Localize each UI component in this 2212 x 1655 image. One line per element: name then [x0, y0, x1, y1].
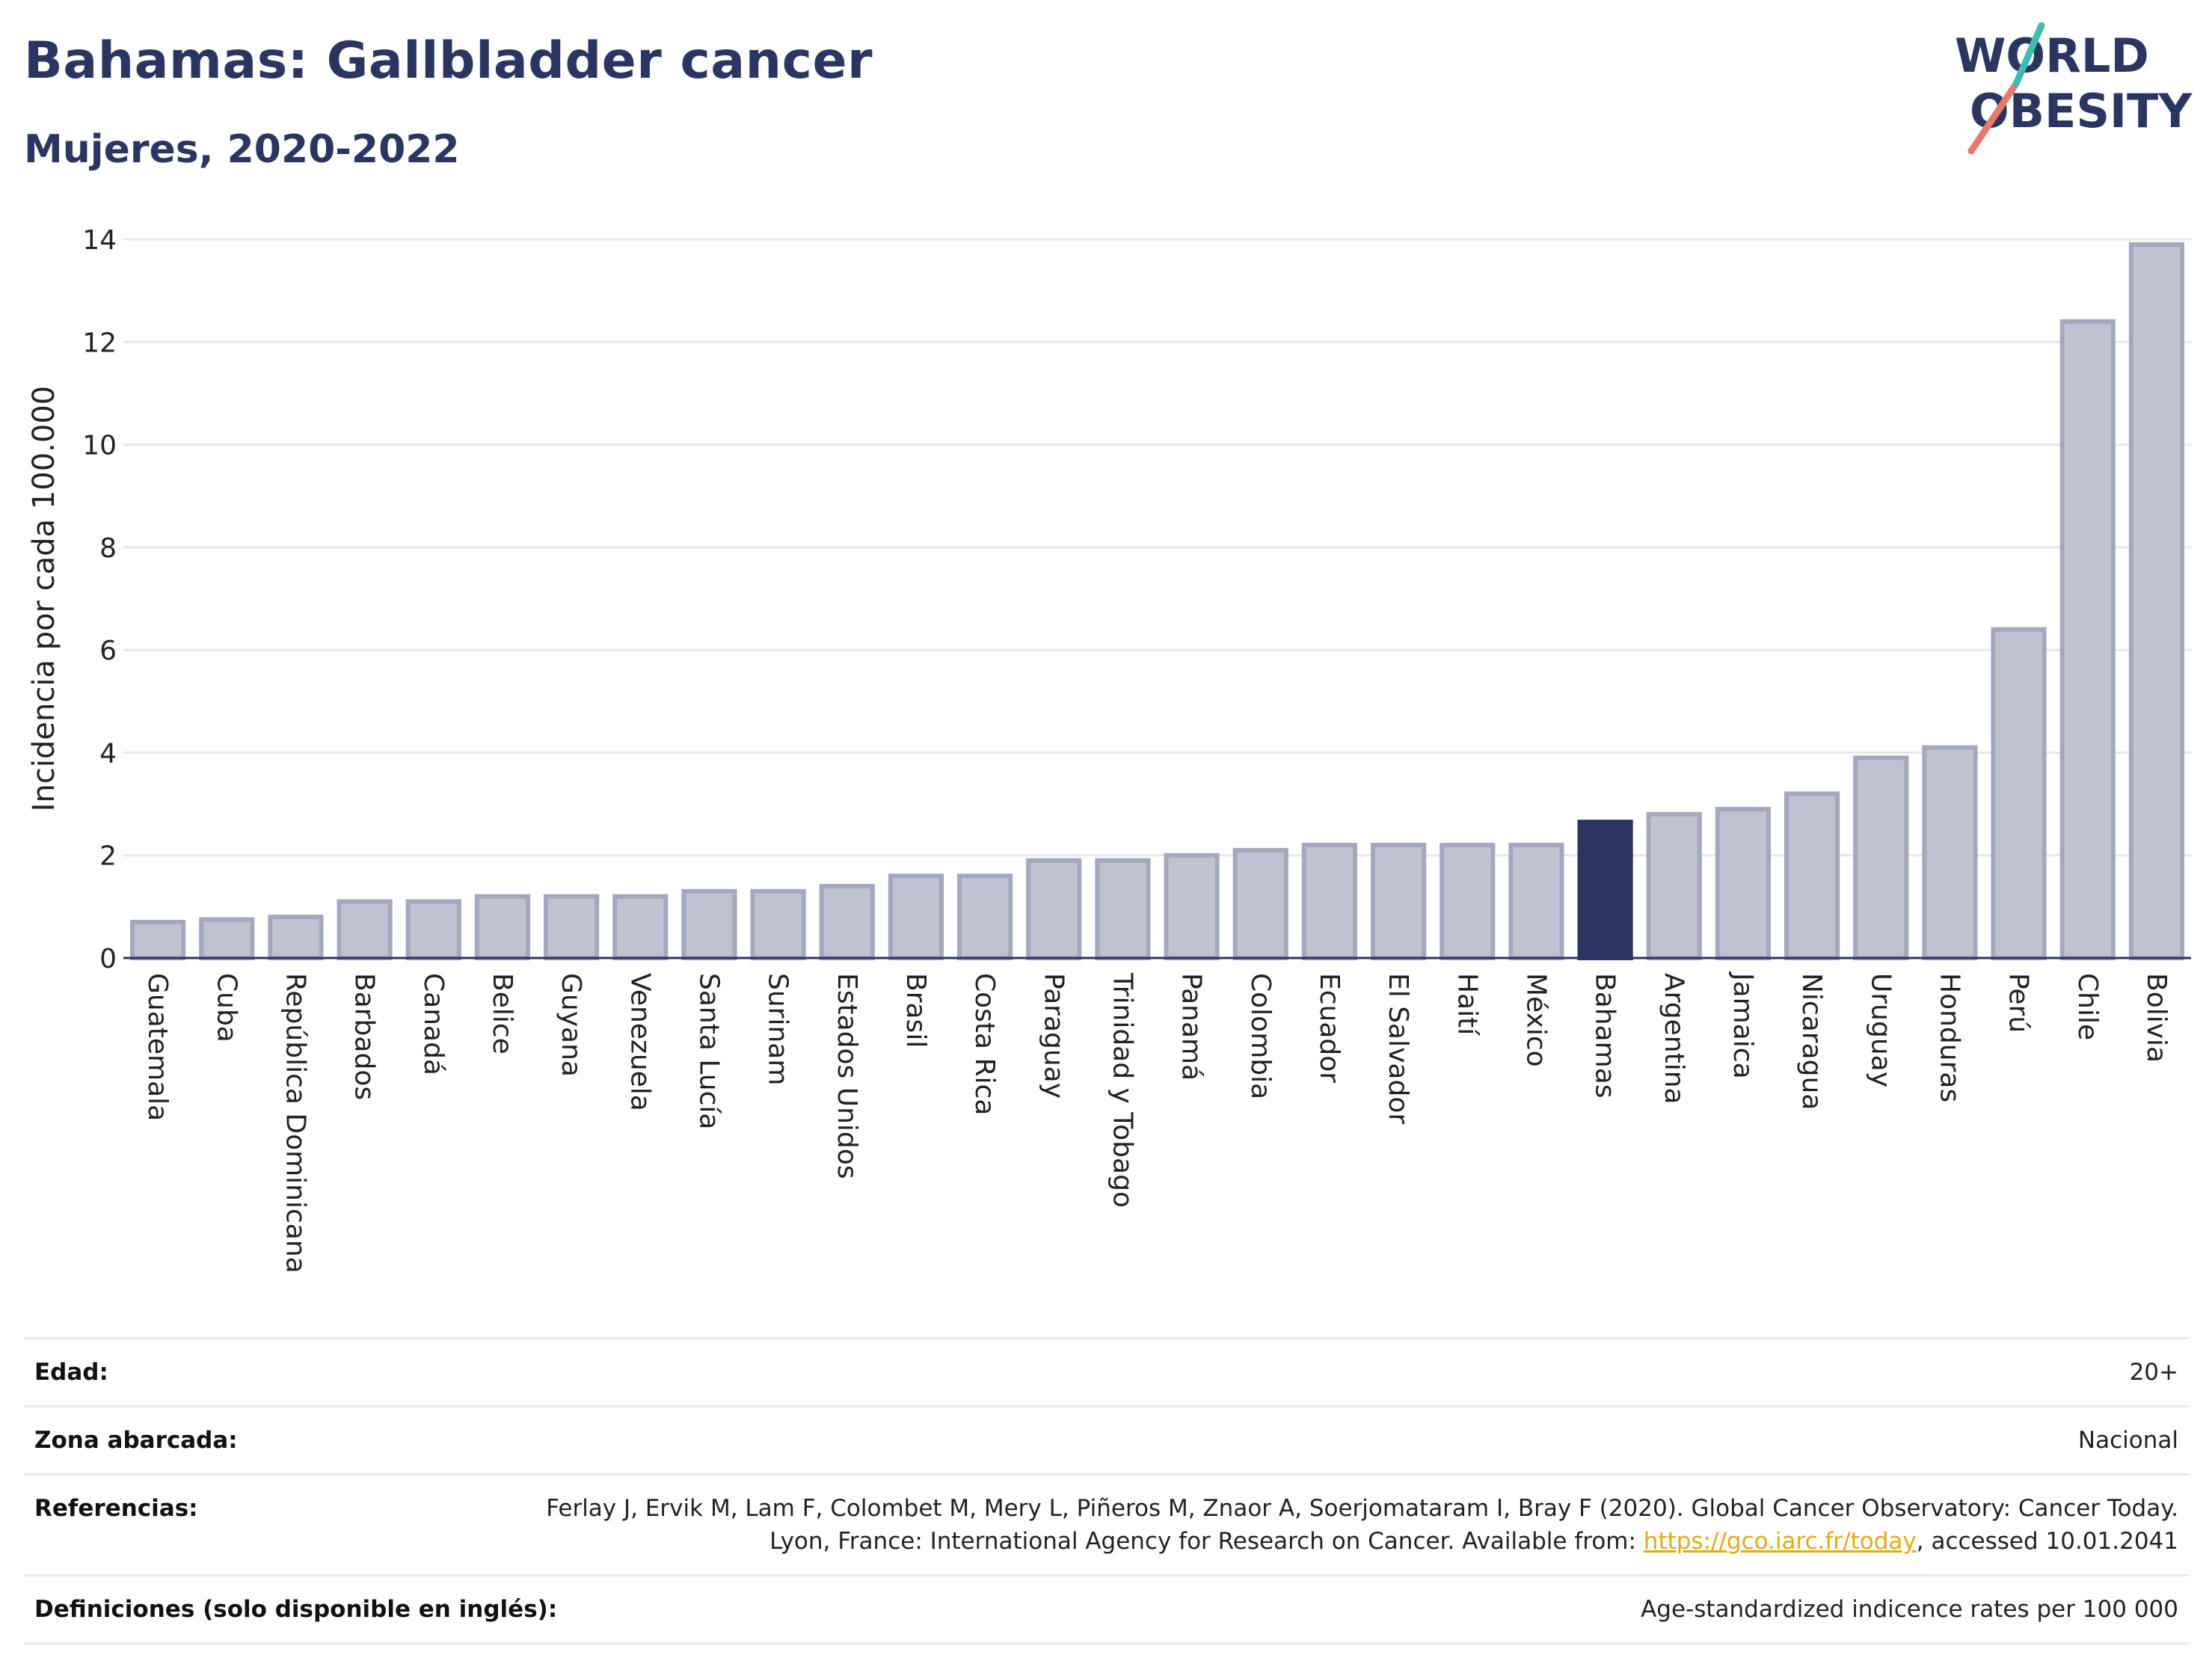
- bar-nicaragua: [1784, 791, 1840, 961]
- x-tick-label: Brasil: [900, 973, 931, 1048]
- bar-haití: [1440, 842, 1496, 960]
- bar-colombia: [1232, 847, 1288, 960]
- x-tick-label: México: [1520, 973, 1551, 1067]
- references-label: Referencias:: [34, 1495, 198, 1522]
- references-link[interactable]: https://gco.iarc.fr/today: [1643, 1528, 1917, 1555]
- zone-label: Zona abarcada:: [34, 1427, 238, 1454]
- y-tick-label: 14: [82, 225, 117, 256]
- bar-argentina: [1646, 811, 1702, 961]
- x-tick-label: El Salvador: [1383, 973, 1413, 1124]
- bar-paraguay: [1026, 858, 1082, 961]
- references-accessed: , accessed 10.01.2041: [1916, 1528, 2178, 1555]
- info-row-age: Edad: 20+: [24, 1337, 2189, 1405]
- bar-chart: 0 2 4 6 8 10 12 14 Guatemala Cuba República Domin…: [27, 225, 2191, 1274]
- bar-santa-lucía: [681, 888, 737, 960]
- x-tick-label: Honduras: [1934, 973, 1964, 1102]
- x-tick-label: Surinam: [763, 973, 793, 1085]
- x-tick-label: Nicaragua: [1796, 973, 1827, 1110]
- info-table: Edad: 20+ Zona abarcada: Nacional Refere…: [24, 1337, 2189, 1645]
- references-value: Ferlay J, Ervik M, Lam F, Colombet M, Me…: [533, 1492, 2178, 1558]
- x-tick-label: Panamá: [1176, 973, 1207, 1081]
- y-tick-label: 10: [82, 431, 117, 461]
- x-tick-label: Cuba: [211, 973, 242, 1043]
- x-tick-label: Colombia: [1245, 973, 1276, 1099]
- bar-costa-rica: [956, 873, 1013, 960]
- x-tick-label: Costa Rica: [969, 973, 1000, 1115]
- age-label: Edad:: [34, 1359, 108, 1386]
- y-tick-label: 12: [82, 328, 117, 358]
- x-tick-label: Venezuela: [624, 973, 655, 1111]
- x-tick-label: Perú: [2003, 973, 2034, 1033]
- logo-line1: WORLD: [1955, 28, 2149, 83]
- bar-canadá: [405, 899, 461, 960]
- page-title: Bahamas: Gallbladder cancer: [24, 31, 873, 90]
- x-tick-label: Bahamas: [1590, 973, 1620, 1099]
- info-row-zone: Zona abarcada: Nacional: [24, 1405, 2189, 1473]
- page-subtitle: Mujeres, 2020-2022: [24, 127, 460, 172]
- bar-méxico: [1508, 842, 1564, 960]
- bar-bolivia: [2128, 242, 2185, 961]
- bar-venezuela: [612, 894, 669, 960]
- bar-jamaica: [1715, 806, 1772, 960]
- bar-estados-unidos: [819, 883, 875, 961]
- definitions-label: Definiciones (solo disponible en inglés)…: [34, 1596, 558, 1623]
- age-value: 20+: [2129, 1359, 2178, 1386]
- x-tick-label: Barbados: [349, 973, 380, 1100]
- y-tick-label: 8: [99, 533, 117, 564]
- bar-guatemala: [129, 919, 186, 960]
- bar-ecuador: [1301, 842, 1358, 960]
- bars: [129, 242, 2185, 961]
- bar-barbados: [337, 899, 393, 960]
- y-axis-title: Incidencia por cada 100.000: [27, 386, 61, 812]
- x-tick-label: Canadá: [418, 973, 449, 1075]
- x-tick-label: Guyana: [556, 973, 586, 1077]
- x-tick-label: Guatemala: [142, 973, 173, 1121]
- x-tick-label: Santa Lucía: [693, 973, 724, 1129]
- y-tick-label: 0: [99, 944, 117, 974]
- bar-el-salvador: [1370, 842, 1427, 960]
- bar-perú: [1991, 627, 2047, 961]
- bar-chile: [2059, 319, 2116, 961]
- world-obesity-logo: WORLD OBESITY: [1955, 22, 2193, 155]
- y-tick-label: 2: [99, 841, 117, 872]
- bar-brasil: [888, 873, 944, 960]
- y-tick-label: 4: [99, 738, 117, 769]
- bar-uruguay: [1853, 755, 1909, 960]
- bar-cuba: [199, 917, 255, 960]
- x-tick-label: Ecuador: [1314, 973, 1345, 1083]
- x-tick-label: Estados Unidos: [832, 973, 862, 1179]
- bar-república-dominicana: [268, 915, 324, 960]
- x-tick-label: República Dominicana: [280, 973, 310, 1274]
- y-tick-label: 6: [99, 636, 117, 666]
- x-tick-label: Trinidad y Tobago: [1107, 972, 1137, 1208]
- bar-bahamas: [1577, 820, 1633, 960]
- bar-honduras: [1922, 745, 1978, 960]
- x-tick-label: Chile: [2072, 973, 2103, 1040]
- bar-panamá: [1164, 853, 1220, 960]
- bar-belice: [474, 894, 531, 960]
- x-tick-label: Bolivia: [2141, 973, 2172, 1063]
- info-row-definitions: Definiciones (solo disponible en inglés)…: [24, 1574, 2189, 1645]
- x-tick-label: Jamaica: [1727, 971, 1758, 1079]
- x-tick-label: Paraguay: [1038, 973, 1069, 1099]
- zone-value: Nacional: [2077, 1427, 2178, 1454]
- bar-trinidad-y-tobago: [1095, 858, 1151, 961]
- x-tick-label: Argentina: [1659, 973, 1689, 1105]
- references-text: Ferlay J, Ervik M, Lam F, Colombet M, Me…: [546, 1495, 2178, 1555]
- x-tick-label: Belice: [487, 973, 517, 1054]
- definitions-value: Age-standardized indicence rates per 100…: [1641, 1596, 2178, 1623]
- info-row-references: Referencias: Ferlay J, Ervik M, Lam F, C…: [24, 1473, 2189, 1574]
- x-tick-label: Uruguay: [1865, 973, 1896, 1087]
- y-axis-ticks: 0 2 4 6 8 10 12 14: [82, 225, 117, 974]
- bar-guyana: [543, 894, 600, 960]
- x-axis-ticks: Guatemala Cuba República Dominicana Barbado…: [142, 971, 2172, 1274]
- bar-surinam: [750, 888, 806, 960]
- x-tick-label: Haití: [1451, 973, 1482, 1036]
